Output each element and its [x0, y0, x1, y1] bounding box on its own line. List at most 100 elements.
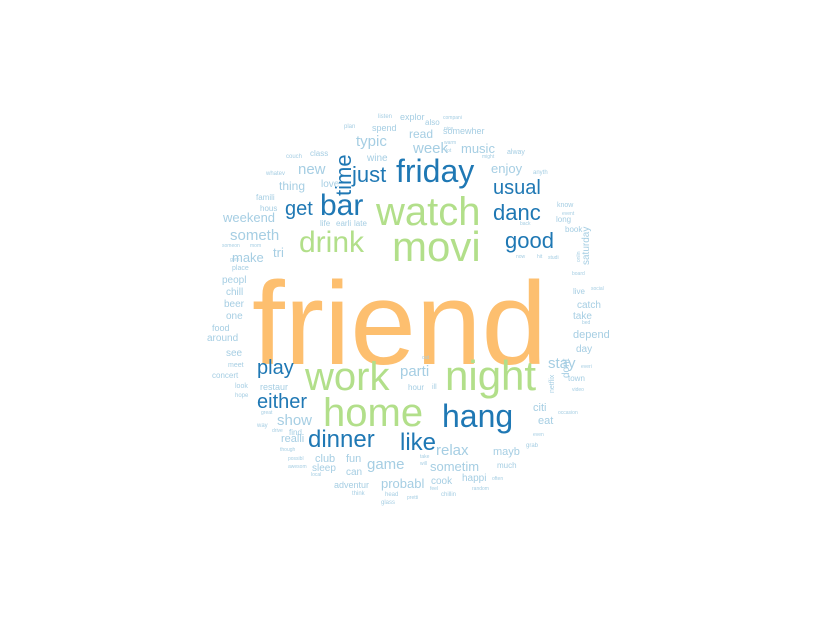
word-nice: nice — [444, 126, 454, 132]
word-plan: plan — [344, 124, 356, 130]
word-anyth: anyth — [533, 170, 548, 176]
word-life: life — [320, 219, 331, 228]
word-depend: depend — [573, 329, 610, 341]
word-get: get — [285, 198, 313, 220]
word-fun: fun — [346, 453, 362, 465]
word-chill: chill — [226, 287, 244, 298]
word-tri: tri — [273, 245, 284, 260]
word-out: out — [422, 355, 429, 361]
word-new: new — [298, 161, 326, 178]
word-everi: everi — [581, 364, 592, 370]
word-pretti: pretti — [407, 495, 419, 501]
word-place: place — [232, 265, 249, 272]
word-concert: concert — [212, 371, 239, 380]
word-take: take — [420, 454, 430, 460]
word-ill: ill — [432, 384, 437, 391]
word-head: head — [385, 492, 399, 498]
word-adventur: adventur — [334, 480, 370, 490]
word-music: music — [461, 141, 495, 156]
word-sleep: sleep — [312, 463, 336, 474]
word-famili: famili — [256, 193, 275, 202]
word-alway: alway — [507, 149, 525, 156]
word-club: club — [315, 453, 336, 465]
word-sometim: sometim — [430, 459, 480, 474]
word-hit: hit — [537, 254, 543, 260]
word-probabl: probabl — [381, 476, 425, 491]
word-make: make — [232, 250, 264, 265]
word-citi: citi — [533, 402, 547, 414]
word-gym: gym — [230, 257, 240, 263]
word-happi: happi — [462, 473, 487, 484]
word-drink: drink — [299, 226, 365, 259]
word-back: back — [520, 221, 531, 227]
word-class: class — [310, 149, 329, 158]
word-restaur: restaur — [260, 382, 289, 392]
word-glass: glass — [381, 500, 396, 506]
word-find: find — [289, 428, 302, 437]
word-good: good — [505, 228, 554, 253]
word-day: day — [576, 344, 593, 355]
word-warm: warm — [444, 140, 457, 146]
word-lot: lot — [446, 148, 452, 154]
word-think: think — [352, 491, 365, 497]
word-wine: wine — [367, 153, 388, 164]
word-grab: grab — [526, 443, 539, 449]
word-possibl: possibl — [288, 456, 304, 462]
word-food: food — [212, 323, 230, 333]
word-friend: friend — [252, 258, 548, 390]
word-one: one — [226, 311, 243, 322]
word-home: home — [323, 391, 424, 435]
word-time: time — [331, 154, 356, 197]
word-parti: parti — [400, 363, 430, 380]
word-week: week — [413, 140, 449, 157]
word-someon: someon — [222, 243, 240, 249]
word-saturday: saturday — [581, 226, 592, 265]
word-mom: mom — [250, 243, 262, 249]
word-catch: catch — [577, 300, 601, 311]
word-game: game — [367, 456, 405, 473]
word-book: book — [565, 225, 583, 234]
word-long: long — [556, 215, 572, 224]
word-show: show — [277, 412, 313, 429]
word-watch: watch — [376, 190, 481, 234]
word-usual: usual — [493, 177, 541, 199]
word-spend: spend — [372, 123, 397, 133]
word-whatev: whatev — [266, 171, 286, 177]
word-event: event — [562, 211, 575, 217]
word-much: much — [497, 461, 517, 470]
word-dinner: dinner — [308, 426, 375, 453]
word-awesom: awesom — [288, 464, 307, 470]
word-explor: explor — [400, 112, 425, 122]
word-work: work — [305, 355, 390, 399]
word-occasion: occasion — [558, 410, 578, 416]
word-somewher: somewher — [443, 126, 485, 136]
word-someth: someth — [230, 227, 280, 244]
word-late: late — [354, 219, 367, 228]
word-hour: hour — [408, 383, 425, 392]
word-thing: thing — [279, 179, 306, 193]
word-drive: drive — [272, 428, 283, 434]
word-movi: movi — [392, 223, 481, 270]
word-random: random — [472, 486, 489, 492]
word-though: though — [280, 447, 296, 453]
word-bed: bed — [582, 320, 591, 326]
word-compani: compani — [443, 115, 462, 121]
word-hope: hope — [235, 393, 249, 399]
word-stay: stay — [548, 355, 576, 372]
word-way: way — [257, 423, 268, 429]
word-local: local — [311, 472, 322, 478]
word-love: love — [321, 179, 340, 190]
word-read: read — [409, 127, 434, 141]
word-studi: studi — [548, 255, 559, 261]
word-around: around — [207, 333, 239, 344]
word-also: also — [425, 118, 440, 127]
word-night: night — [445, 352, 537, 399]
word-look: look — [235, 383, 248, 390]
word-like: like — [400, 429, 437, 456]
word-mayb: mayb — [493, 446, 520, 458]
word-meet: meet — [228, 362, 244, 369]
word-can: can — [346, 467, 363, 478]
word-danc: danc — [493, 200, 541, 225]
word-friday: friday — [396, 153, 475, 189]
